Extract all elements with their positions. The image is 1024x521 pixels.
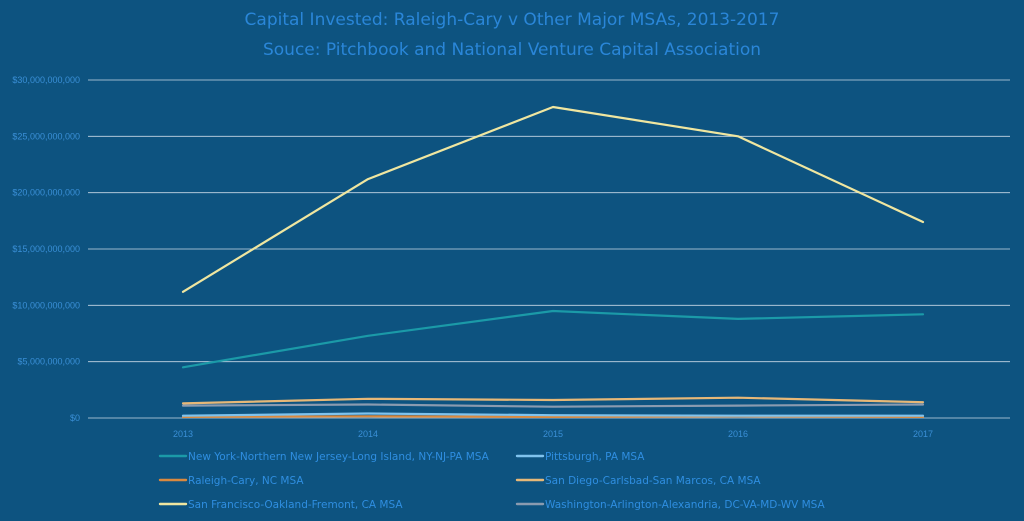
series-line-4	[181, 105, 925, 293]
legend-label: San Francisco-Oakland-Fremont, CA MSA	[188, 499, 403, 511]
x-tick-label: 2014	[358, 429, 378, 439]
series-line-3	[181, 396, 925, 405]
legend-label: Washington-Arlington-Alexandria, DC-VA-M…	[545, 499, 826, 511]
x-tick-label: 2017	[913, 429, 933, 439]
y-tick-label: $30,000,000,000	[12, 75, 80, 85]
x-tick-label: 2013	[173, 429, 193, 439]
x-tick-label: 2015	[543, 429, 563, 439]
gridlines	[88, 79, 1010, 419]
series-line-1	[181, 412, 925, 417]
y-axis-ticks: $0 $5,000,000,000 $10,000,000,000 $15,000,0…	[12, 75, 80, 423]
chart-title: Capital Invested: Raleigh-Cary v Other M…	[245, 10, 780, 30]
chart-subtitle: Souce: Pitchbook and National Venture Ca…	[263, 40, 761, 60]
y-tick-label: $0	[70, 413, 80, 423]
series-line-5	[181, 403, 925, 408]
series-lines	[181, 105, 925, 418]
x-axis-ticks: 2013 2014 2015 2016 2017	[173, 429, 933, 439]
series-line-0	[181, 309, 925, 369]
y-tick-label: $5,000,000,000	[17, 357, 80, 367]
y-tick-label: $15,000,000,000	[12, 244, 80, 254]
y-tick-label: $10,000,000,000	[12, 300, 80, 310]
legend-label: Raleigh-Cary, NC MSA	[188, 475, 304, 487]
legend-label: New York-Northern New Jersey-Long Island…	[188, 451, 490, 463]
y-tick-label: $25,000,000,000	[12, 131, 80, 141]
legend: New York-Northern New Jersey-Long Island…	[158, 451, 826, 511]
x-tick-label: 2016	[728, 429, 748, 439]
y-tick-label: $20,000,000,000	[12, 188, 80, 198]
legend-label: Pittsburgh, PA MSA	[545, 451, 645, 463]
legend-label: San Diego-Carlsbad-San Marcos, CA MSA	[545, 475, 761, 487]
